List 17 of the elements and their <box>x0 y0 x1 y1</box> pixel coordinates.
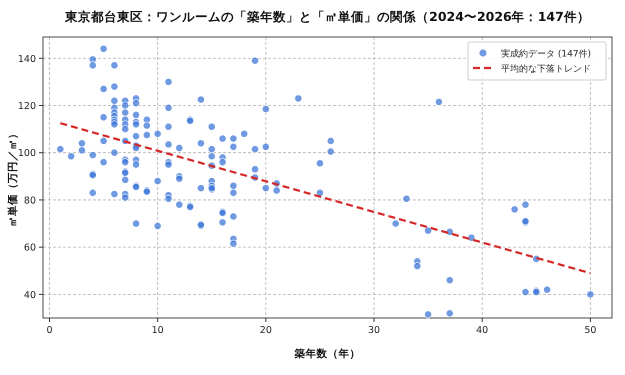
legend-label: 平均的な下落トレンド <box>501 64 591 74</box>
y-tick-label: 60 <box>24 242 36 254</box>
x-tick-label: 40 <box>476 325 488 336</box>
y-tick-label: 140 <box>18 54 36 65</box>
y-tick-label: 80 <box>24 195 36 206</box>
x-tick-label: 10 <box>152 325 164 336</box>
y-tick-label: 100 <box>18 148 36 160</box>
x-tick-label: 30 <box>368 325 380 336</box>
y-axis-title: ㎡単価（万円／㎡） <box>6 128 19 227</box>
y-tick-label: 40 <box>24 290 36 301</box>
x-tick-label: 0 <box>46 325 53 336</box>
legend-label: 実成約データ (147件) <box>501 48 592 60</box>
x-axis-title: 築年数（年） <box>294 347 360 360</box>
y-tick-label: 120 <box>18 100 36 112</box>
chart-title: 東京都台東区：ワンルームの「築年数」と「㎡単価」の関係（2024〜2026年：147件） <box>64 9 590 24</box>
x-tick-label: 20 <box>260 325 272 336</box>
x-tick-label: 50 <box>584 325 596 336</box>
